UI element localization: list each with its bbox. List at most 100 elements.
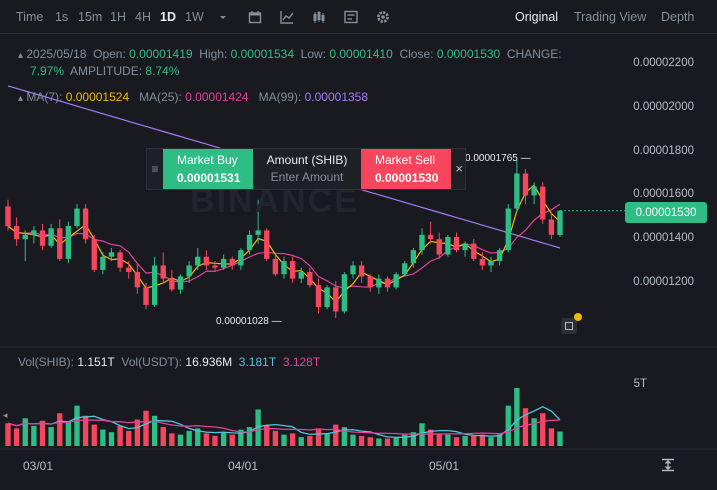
tf-1w[interactable]: 1W xyxy=(185,10,204,24)
candle-body xyxy=(315,285,322,308)
change-value: 7.97% xyxy=(30,64,65,78)
volume-ma-slow xyxy=(7,419,561,435)
view-trading-view[interactable]: Trading View xyxy=(574,10,647,24)
ma25-label: MA(25): xyxy=(139,90,182,104)
candle-body xyxy=(82,208,89,240)
volume-bar xyxy=(151,415,158,446)
volume-bar xyxy=(117,425,123,446)
line-chart-icon[interactable] xyxy=(280,10,294,24)
amount-input[interactable] xyxy=(255,169,359,185)
candle-body xyxy=(22,234,28,240)
candle-body xyxy=(65,226,72,259)
settings-icon[interactable] xyxy=(376,10,390,24)
candle-body xyxy=(393,274,399,288)
tf-1h[interactable]: 1H xyxy=(110,10,126,24)
volume-bar xyxy=(522,408,529,446)
volume-axis-label: 5T xyxy=(633,378,647,390)
volume-bar xyxy=(272,430,279,446)
date-label: 03/01 xyxy=(23,459,54,473)
tf-1d[interactable]: 1D xyxy=(160,10,176,24)
calendar-icon[interactable] xyxy=(248,10,262,24)
ohlc-info: ▴ 2025/05/18 Open: 0.00001419 High: 0.00… xyxy=(18,47,562,61)
volume-bar xyxy=(126,430,132,446)
price-axis-label: 0.00002000 xyxy=(633,101,694,113)
candle-body xyxy=(479,258,486,266)
fit-axis-icon[interactable] xyxy=(661,458,675,472)
close-icon[interactable]: × xyxy=(455,161,463,176)
chevron-up-icon[interactable]: ▴ xyxy=(18,50,24,61)
ma-info: ▴ MA(7): 0.00001524 MA(25): 0.00001424 M… xyxy=(18,90,368,104)
vol-usdt-label: Vol(USDT): xyxy=(121,355,183,369)
market-sell-button[interactable]: Market Sell 0.00001530 xyxy=(361,149,451,189)
market-buy-button[interactable]: Market Buy 0.00001531 xyxy=(163,149,253,189)
candle-body xyxy=(177,276,184,290)
candle-body xyxy=(358,265,365,277)
candles-icon[interactable] xyxy=(312,10,326,24)
volume-bar xyxy=(31,425,37,446)
candle-body xyxy=(13,226,20,240)
volume-bar xyxy=(82,415,89,446)
drag-handle-icon[interactable]: ≡ xyxy=(151,162,159,176)
tf-15m[interactable]: 15m xyxy=(78,10,103,24)
volume-bar xyxy=(186,430,192,446)
tf-1s[interactable]: 1s xyxy=(55,10,69,24)
candle-body xyxy=(488,261,494,266)
volume-bar xyxy=(488,437,494,446)
volume-bar xyxy=(557,431,563,446)
candle-body xyxy=(238,250,244,266)
scroll-left-icon[interactable]: ◂ xyxy=(3,410,8,420)
candle-body xyxy=(402,263,408,275)
candle-body xyxy=(195,256,201,266)
price-axis-label: 0.00001800 xyxy=(633,145,694,157)
tf-time[interactable]: Time xyxy=(16,10,44,24)
volume-bar xyxy=(358,435,365,446)
volume-bar xyxy=(74,405,80,446)
candle-body xyxy=(471,243,477,259)
candle-body xyxy=(445,237,451,255)
volume-bar xyxy=(445,434,451,446)
ma25-value: 0.00001424 xyxy=(185,90,249,104)
view-depth[interactable]: Depth xyxy=(661,10,695,24)
chevron-down-icon[interactable] xyxy=(216,10,230,24)
volume-ma-fast xyxy=(7,405,561,439)
volume-bar xyxy=(496,434,503,446)
volume-bar xyxy=(514,388,520,446)
candle-body xyxy=(453,237,460,251)
candle-body xyxy=(350,265,356,275)
market-buy-label: Market Buy xyxy=(177,153,238,167)
price-axis-label: 0.00001400 xyxy=(633,232,694,244)
close-value: 0.00001530 xyxy=(436,47,501,61)
volume-bar xyxy=(324,433,330,446)
volume-bar xyxy=(453,437,460,446)
price-axis-label: 0.00002200 xyxy=(633,57,694,69)
volume-bar xyxy=(22,418,28,446)
candle-body xyxy=(39,230,46,246)
volume-bar xyxy=(393,437,399,446)
view-original[interactable]: Original xyxy=(515,10,559,24)
amount-field: Amount (SHIB) xyxy=(253,149,361,189)
indicator-icon[interactable] xyxy=(344,10,358,24)
amount-label: Amount (SHIB) xyxy=(266,153,348,167)
low-label: Low: xyxy=(300,47,327,61)
volume-bar xyxy=(479,434,486,446)
candle-body xyxy=(531,186,537,196)
candle-body xyxy=(376,278,382,288)
volume-bar xyxy=(531,418,537,446)
chevron-up-icon[interactable]: ▴ xyxy=(18,93,24,104)
high-label: High: xyxy=(199,47,228,61)
notes-icon[interactable] xyxy=(561,313,582,334)
candle-body xyxy=(427,234,434,240)
vol-ma2-value: 3.128T xyxy=(282,355,321,369)
candle-body xyxy=(540,186,546,220)
volume-bar xyxy=(298,437,304,446)
price-axis-label: 0.00001600 xyxy=(633,188,694,200)
tf-4h[interactable]: 4H xyxy=(135,10,151,24)
vol-shib-value: 1.151T xyxy=(77,355,115,369)
high-marker: 0.00001765 — xyxy=(465,153,531,164)
candle-body xyxy=(126,267,132,273)
candle-body xyxy=(74,208,80,227)
volume-bar xyxy=(134,419,141,446)
volume-bar xyxy=(143,410,149,446)
volume-bar xyxy=(462,435,468,446)
